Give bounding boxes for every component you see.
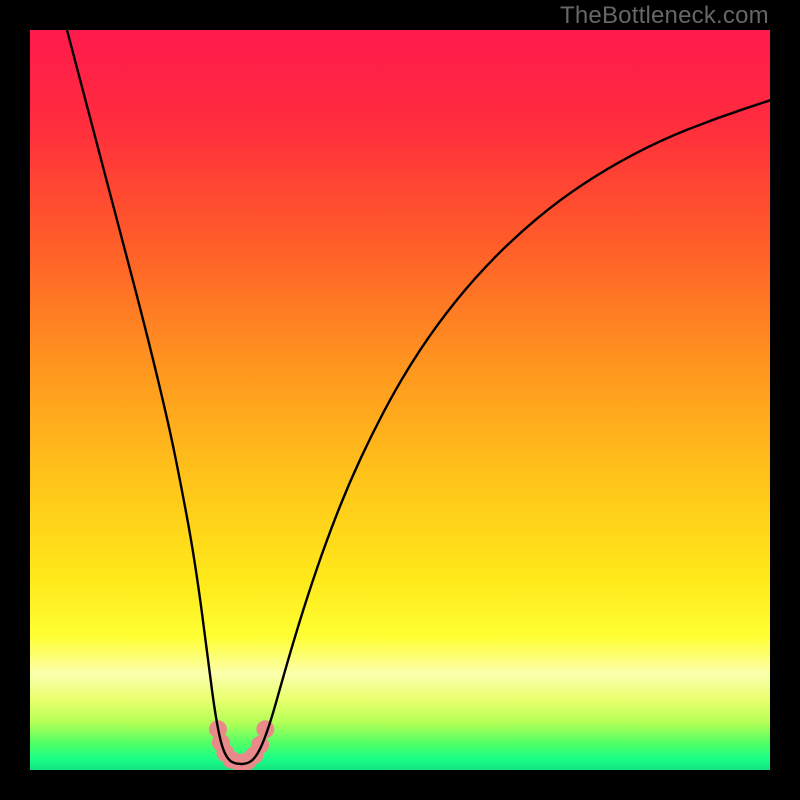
bottleneck-curve-plot (30, 30, 770, 770)
watermark-text: TheBottleneck.com (560, 2, 769, 30)
chart-stage: TheBottleneck.com (0, 0, 800, 800)
